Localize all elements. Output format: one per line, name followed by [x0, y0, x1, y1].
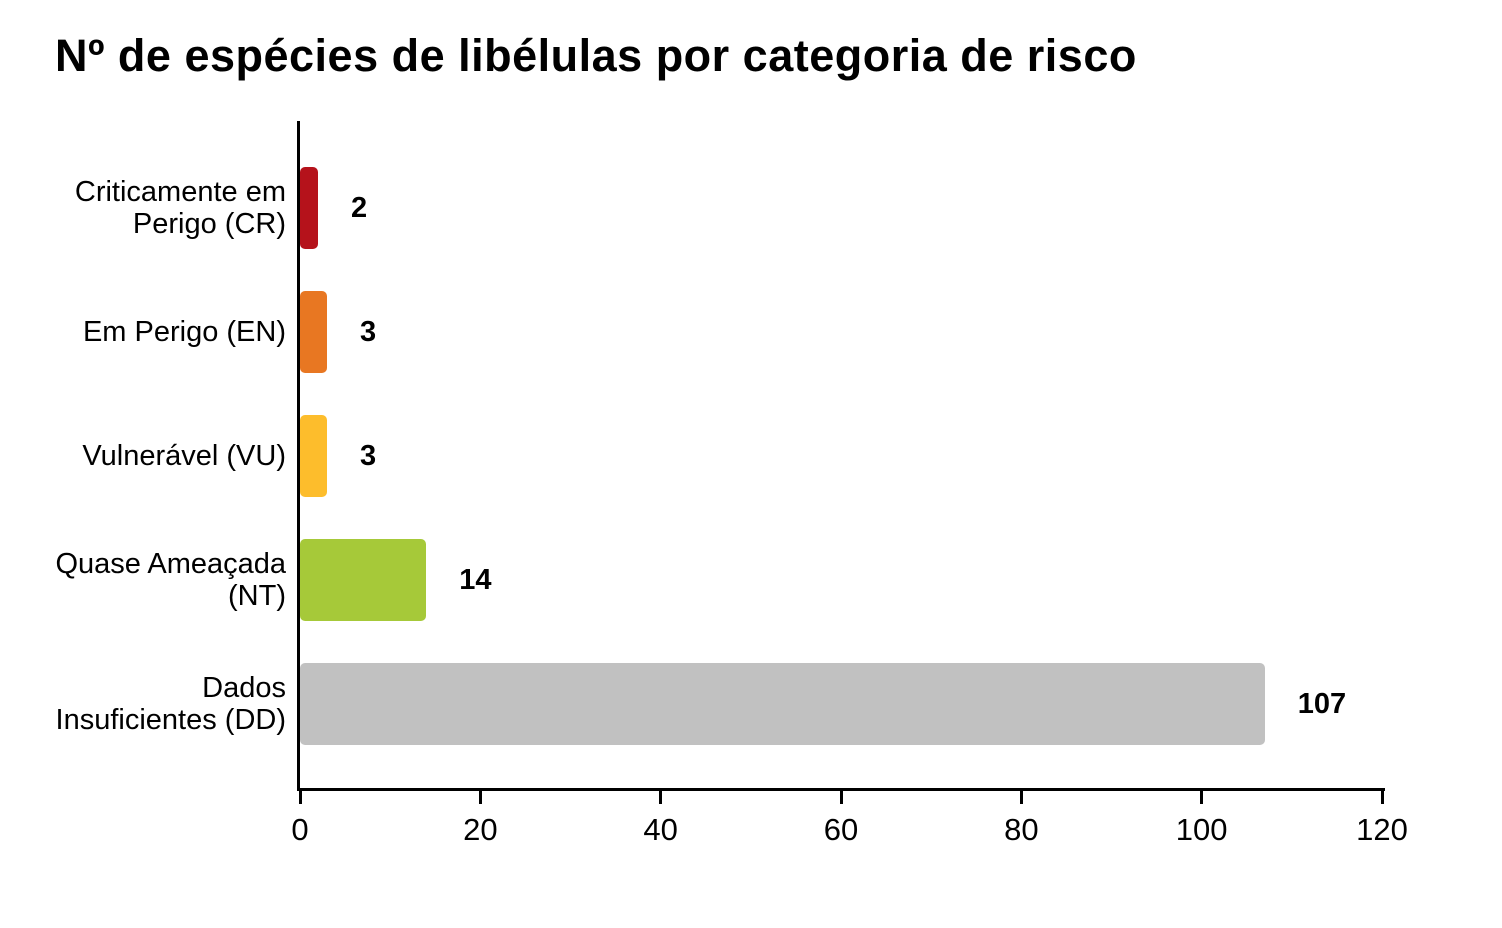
x-axis-tick-mark — [478, 791, 482, 804]
bar-value-label: 3 — [360, 439, 377, 472]
bar — [300, 539, 427, 621]
x-axis-tick-mark — [1380, 791, 1384, 804]
x-axis-line — [297, 788, 1385, 791]
category-label: Vulnerável (VU) — [82, 439, 286, 472]
plot-area: 2 3 3 14 107 0 20 40 60 80 100 120 — [291, 121, 1408, 847]
y-axis-line — [297, 121, 300, 791]
x-axis-tick-label: 40 — [643, 812, 678, 847]
x-axis-tick-mark — [659, 791, 663, 804]
x-axis-tick-mark — [298, 791, 302, 804]
bar — [300, 291, 328, 373]
x-axis-tick-label: 120 — [1356, 812, 1408, 847]
x-axis-tick-mark — [839, 791, 843, 804]
category-label: Em Perigo (EN) — [82, 315, 286, 348]
bar-value-label: 107 — [1297, 687, 1347, 720]
x-axis-tick-label: 100 — [1175, 812, 1228, 847]
x-axis-tick-label: 60 — [823, 812, 859, 847]
x-axis-tick-mark — [1200, 791, 1204, 804]
bar-value-label: 3 — [360, 315, 377, 348]
x-axis-tick-mark — [1019, 791, 1023, 804]
bar — [300, 663, 1265, 745]
bar — [300, 167, 319, 249]
x-axis-tick-label: 80 — [1004, 812, 1039, 847]
category-label: Criticamente em Perigo (CR) — [74, 175, 286, 240]
category-label: Dados Insuficientes (DD) — [55, 671, 286, 736]
bar-value-label: 14 — [459, 563, 492, 596]
chart-title: Nº de espécies de libélulas por categori… — [55, 30, 1137, 81]
x-axis-tick-label: 20 — [463, 812, 498, 847]
y-axis-labels: Criticamente em Perigo (CR) Em Perigo (EN… — [0, 121, 286, 790]
bar — [300, 415, 328, 497]
x-axis-tick-label: 0 — [291, 812, 309, 847]
category-label: Quase Ameaçada (NT) — [55, 547, 286, 612]
bar-value-label: 2 — [351, 191, 368, 224]
